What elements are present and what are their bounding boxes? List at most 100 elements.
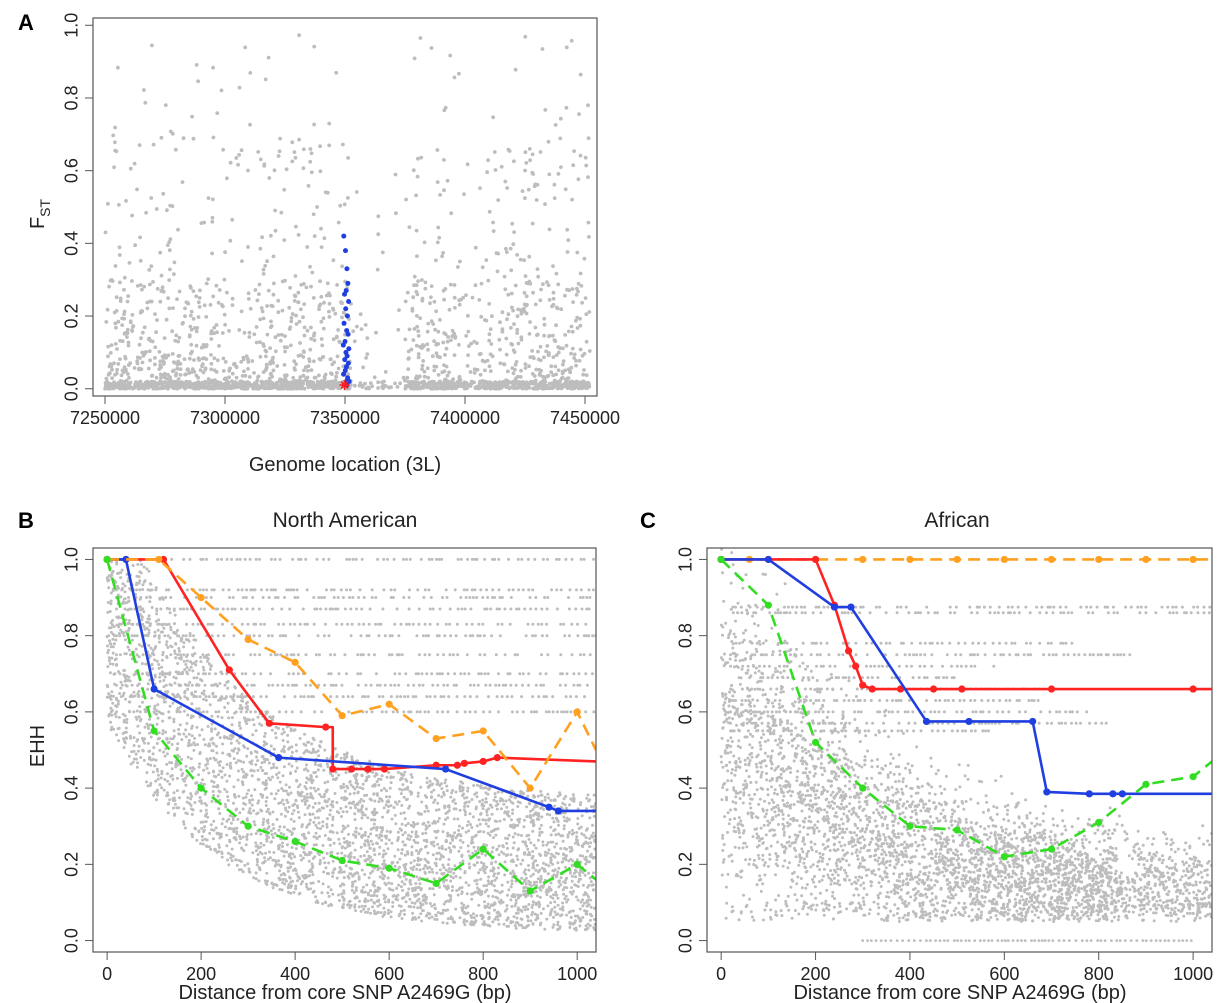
ehh-point: [120, 595, 123, 598]
ehh-point: [355, 889, 358, 892]
ehh-point: [463, 588, 466, 591]
ehh-point: [347, 695, 350, 698]
ehh-point: [497, 558, 500, 561]
ehh-point: [477, 623, 480, 626]
ehh-point: [467, 820, 470, 823]
ehh-point: [204, 672, 207, 675]
ehh-point: [360, 634, 363, 637]
fst-point: [311, 385, 315, 389]
fst-point: [222, 369, 226, 373]
ehh-point: [463, 918, 466, 921]
fst-point: [309, 326, 313, 330]
fst-point: [175, 372, 179, 376]
ehh-point: [539, 684, 542, 687]
ehh-point: [182, 653, 185, 656]
ehh-point: [130, 694, 133, 697]
fst-highlight-point: [342, 292, 347, 297]
fst-point: [414, 290, 418, 294]
fst-highlight-point: [345, 281, 350, 286]
fst-point: [543, 323, 547, 327]
ehh-point: [310, 751, 313, 754]
fst-point: [117, 203, 121, 207]
ehh-point: [401, 653, 404, 656]
fst-point: [116, 66, 120, 70]
ehh-point: [324, 623, 327, 626]
ehh-point: [137, 694, 140, 697]
ehh-point: [582, 596, 585, 599]
fst-point: [562, 359, 566, 363]
fst-point: [155, 207, 159, 211]
fst-point: [579, 324, 583, 328]
fst-point: [262, 381, 266, 385]
ehh-point: [400, 885, 403, 888]
ehh-point: [170, 558, 173, 561]
fst-point: [458, 375, 462, 379]
fst-point: [217, 344, 221, 348]
ehh-point: [282, 833, 285, 836]
ehh-point: [553, 820, 556, 823]
panel-a-xtick-label: 7450000: [550, 408, 620, 428]
fst-point: [579, 348, 583, 352]
ehh-point: [460, 902, 463, 905]
fst-point: [586, 103, 590, 107]
ehh-point: [308, 822, 311, 825]
ehh-point: [546, 634, 549, 637]
ehh-point: [233, 693, 236, 696]
ehh-point: [157, 629, 160, 632]
ehh-point: [382, 588, 385, 591]
fst-point: [520, 338, 524, 342]
ehh-point: [416, 588, 419, 591]
fst-point: [481, 265, 485, 269]
fst-point: [539, 345, 543, 349]
fst-point: [351, 329, 355, 333]
fst-point: [169, 237, 173, 241]
fst-point: [483, 369, 487, 373]
fst-point: [490, 314, 494, 318]
fst-point: [336, 328, 340, 332]
fst-point: [313, 234, 317, 238]
ehh-point: [583, 558, 586, 561]
fst-point: [260, 306, 264, 310]
ehh-point: [422, 822, 425, 825]
fst-point: [243, 46, 247, 50]
ehh-point: [351, 596, 354, 599]
fst-point: [335, 283, 339, 287]
ehh-point: [245, 710, 248, 713]
ehh-point: [378, 695, 381, 698]
ehh-point: [229, 814, 232, 817]
fst-highlight-point: [345, 314, 350, 319]
ehh-point: [203, 825, 206, 828]
fst-point: [276, 299, 280, 303]
fst-point: [542, 381, 546, 385]
fst-point: [176, 363, 180, 367]
fst-point: [216, 358, 220, 362]
ehh-point: [492, 836, 495, 839]
fst-point: [438, 318, 442, 322]
ehh-point: [253, 634, 256, 637]
ehh-point: [398, 904, 401, 907]
ehh-point: [137, 750, 140, 753]
fst-point: [210, 252, 214, 256]
fst-point: [127, 376, 131, 380]
ehh-point: [220, 833, 223, 836]
fst-point: [165, 318, 169, 322]
fst-point: [422, 344, 426, 348]
fst-point: [129, 167, 133, 171]
ehh-point: [517, 588, 520, 591]
ehh-point: [136, 766, 139, 769]
fst-point: [557, 172, 561, 176]
ehh-point: [425, 695, 428, 698]
fst-point: [528, 320, 532, 324]
ehh-point: [242, 797, 245, 800]
ehh-point: [508, 834, 511, 837]
fst-point: [442, 298, 446, 302]
fst-point: [215, 111, 219, 115]
ehh-point: [418, 653, 421, 656]
ehh-point: [417, 792, 420, 795]
ehh-point: [133, 634, 136, 637]
ehh-point: [175, 670, 178, 673]
fst-point: [105, 377, 109, 381]
fst-point: [504, 247, 508, 251]
ehh-point: [227, 653, 230, 656]
